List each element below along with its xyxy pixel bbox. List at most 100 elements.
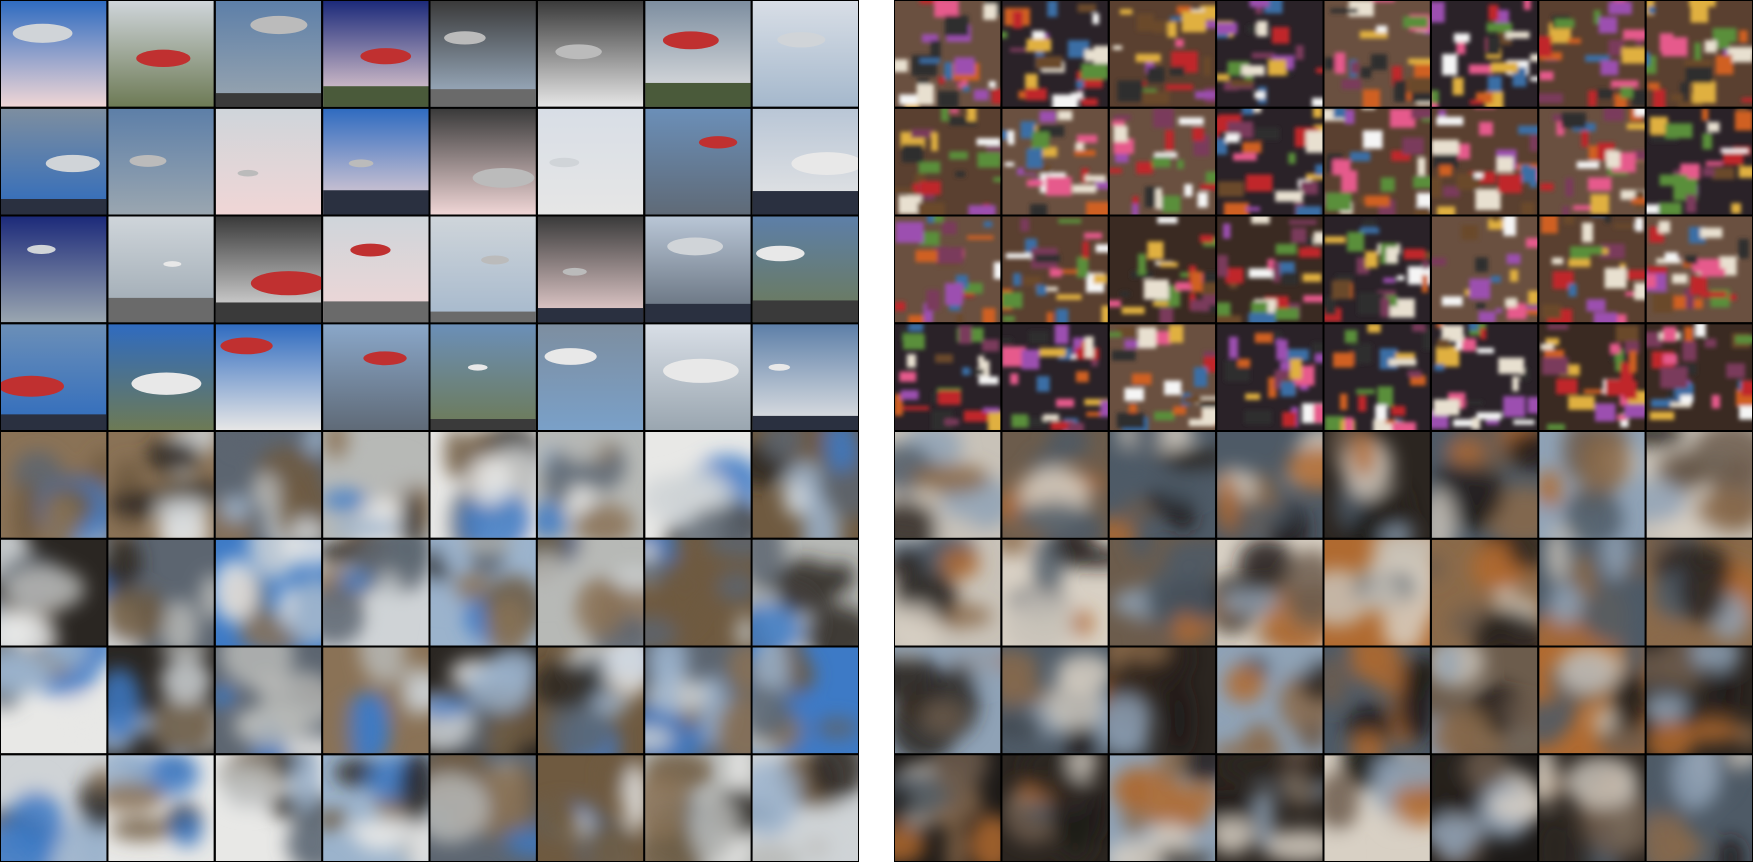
candy [1246,206,1261,212]
photo-tile [645,216,751,323]
ground [323,301,429,323]
candy [1512,376,1519,392]
candy [1165,130,1174,152]
candy [1289,219,1317,225]
candy [1136,13,1154,32]
candy [1086,201,1108,215]
blob [339,570,372,592]
blob [289,517,322,538]
candy [895,301,906,311]
blobs [1646,755,1752,861]
blob [350,690,388,754]
candy [1594,403,1616,422]
candy [1662,326,1677,342]
candy [1152,301,1168,306]
photo-sky [752,1,858,107]
blob [1506,539,1538,571]
candy [988,81,996,88]
shelf-items [1217,108,1323,215]
reconstruction-tile [1,432,107,538]
blob [1002,649,1039,690]
blob [1539,814,1577,861]
reconstruction-tile [537,539,644,646]
photo-tile [430,324,536,430]
candy [1608,1,1632,15]
candy [1403,16,1429,28]
blob [1014,502,1093,531]
candy [1412,324,1426,332]
ground [1,414,107,430]
photo-tile [1217,108,1323,215]
candy [1436,338,1450,349]
candy [1005,253,1032,259]
candy [1330,8,1358,14]
reconstruction-tile [752,647,858,754]
airship [698,136,738,149]
candy [1407,77,1430,93]
blob [1109,840,1162,861]
blob [1109,695,1151,754]
candy [1119,9,1133,15]
candy [1067,422,1084,430]
candy [1599,243,1625,259]
blobs [1,647,107,753]
reconstruction-tile [1431,432,1538,538]
candy [1131,373,1152,385]
candy [1383,277,1396,283]
blobs [537,647,644,754]
candy [1684,326,1694,345]
airship [12,23,73,43]
candy [1315,67,1323,74]
photo-tile [1,108,107,215]
blob [1539,755,1556,805]
candy [1521,202,1535,215]
reconstruction-tile [1539,755,1645,861]
candy [1479,121,1493,136]
blobs [645,647,751,754]
photo-tile [323,108,429,215]
candy [1332,352,1354,368]
blob [110,817,173,841]
candy [1271,26,1290,44]
candy [923,303,933,323]
blob [291,755,322,816]
shelf-items [1540,324,1645,430]
candy [1554,18,1575,29]
candy [1004,162,1015,167]
blobs [430,647,536,754]
candy [1200,282,1216,295]
candy [1002,316,1015,322]
candy [1313,108,1323,118]
candy [1070,92,1084,99]
airship [481,255,510,265]
photo-tile [1,324,107,430]
photo-tile [1324,216,1430,323]
blob [895,781,913,821]
candy [1217,315,1242,323]
candy [1026,179,1044,187]
candy [1647,82,1660,90]
candy [1551,257,1564,265]
blobs [12,450,107,538]
photo-tile [430,108,536,215]
candy [1539,183,1554,191]
blob [1350,731,1386,754]
blobs [1002,539,1108,646]
blobs [537,432,634,538]
blob [1168,683,1192,754]
blobs [215,432,322,538]
photo-tile [323,1,429,107]
candy [1700,227,1723,238]
candy [1649,116,1668,135]
candy [1467,400,1483,405]
candy [1686,298,1703,309]
candy [1545,338,1560,346]
reconstruction-tile [645,755,751,861]
ground [215,93,322,107]
candy [1203,56,1211,76]
photo-sky [1,1,107,107]
airship [467,364,488,371]
candy [1620,86,1633,99]
candy [1137,327,1157,349]
candy [1614,223,1636,229]
